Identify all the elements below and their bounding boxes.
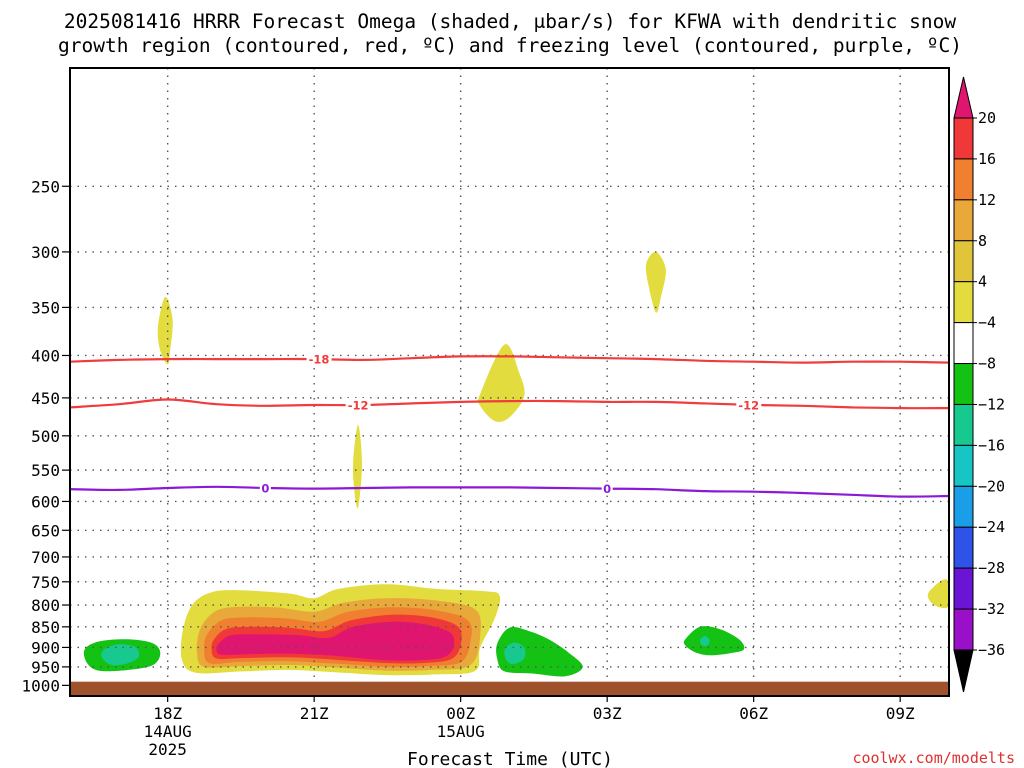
ytick-label-1000: 1000 bbox=[21, 676, 60, 695]
colorbar-box-5 bbox=[953, 281, 974, 324]
ytick-label-800: 800 bbox=[31, 596, 60, 615]
xtick-date-18Z: 14AUG bbox=[144, 722, 192, 741]
omega-region-14 bbox=[683, 626, 745, 656]
ytick-label-250: 250 bbox=[31, 177, 60, 196]
ytick-label-950: 950 bbox=[31, 658, 60, 677]
ytick-label-600: 600 bbox=[31, 492, 60, 511]
colorbar-label-0: 20 bbox=[978, 109, 996, 127]
contour-line-0 bbox=[69, 355, 950, 364]
xtick-date-00Z: 15AUG bbox=[437, 722, 485, 741]
colorbar-label-9: −20 bbox=[978, 477, 1005, 495]
contour-label-bg-0-0 bbox=[306, 352, 332, 367]
omega-region-2 bbox=[477, 344, 525, 422]
colorbar-label-11: −28 bbox=[978, 559, 1005, 577]
omega-region-3 bbox=[645, 251, 666, 313]
contour-label-2-1: 0 bbox=[603, 482, 611, 496]
chart-title-line-2: growth region (contoured, red, ºC) and f… bbox=[58, 34, 962, 57]
ytick-label-750: 750 bbox=[31, 573, 60, 592]
colorbar-label-8: −16 bbox=[978, 436, 1005, 454]
contour-label-1-1: -12 bbox=[738, 399, 759, 413]
ytick-label-650: 650 bbox=[31, 521, 60, 540]
colorbar-box-11 bbox=[953, 526, 974, 569]
colorbar-label-3: 8 bbox=[978, 232, 987, 250]
colorbar-label-7: −12 bbox=[978, 395, 1005, 413]
colorbar-label-5: −4 bbox=[978, 314, 996, 332]
colorbar-box-10 bbox=[953, 485, 974, 528]
colorbar-label-6: −8 bbox=[978, 355, 996, 373]
omega-region-9 bbox=[216, 621, 455, 661]
colorbar-box-7 bbox=[953, 363, 974, 405]
colorbar-box-13 bbox=[953, 608, 974, 651]
contour-line-1 bbox=[69, 398, 950, 410]
colorbar-box-8 bbox=[953, 403, 974, 446]
colorbar: 20 16 12 8 4 −4 −8 −12 −16 −20 −24 −28 −32 −36 bbox=[953, 76, 1005, 693]
omega-region-12 bbox=[496, 627, 583, 677]
contour-label-bg-2-0 bbox=[259, 481, 271, 496]
contour-label-bg-2-1 bbox=[601, 481, 613, 496]
x-axis-label: Forecast Time (UTC) bbox=[407, 749, 613, 768]
colorbar-bottom-arrow bbox=[953, 649, 974, 693]
colorbar-label-12: −32 bbox=[978, 600, 1005, 618]
colorbar-box-1 bbox=[953, 117, 974, 160]
contour-label-bg-1-0 bbox=[345, 398, 371, 413]
ytick-label-300: 300 bbox=[31, 243, 60, 262]
xtick-label-03Z: 03Z bbox=[593, 704, 622, 723]
omega-region-0 bbox=[157, 296, 173, 365]
contour-label-0-0: -18 bbox=[309, 353, 330, 367]
xtick-year-18Z: 2025 bbox=[148, 740, 187, 759]
omega-region-11 bbox=[101, 644, 140, 666]
colorbar-box-3 bbox=[953, 199, 974, 242]
contour-line-2 bbox=[69, 485, 950, 498]
ytick-label-700: 700 bbox=[31, 548, 60, 567]
xtick-label-00Z: 00Z bbox=[446, 704, 475, 723]
xtick-label-09Z: 09Z bbox=[886, 704, 915, 723]
xtick-label-06Z: 06Z bbox=[739, 704, 768, 723]
colorbar-label-2: 12 bbox=[978, 191, 996, 209]
colorbar-box-6 bbox=[953, 322, 974, 365]
colorbar-label-1: 16 bbox=[978, 150, 996, 168]
ytick-label-550: 550 bbox=[31, 461, 60, 480]
ytick-label-850: 850 bbox=[31, 618, 60, 637]
temperature-contours: -18 -12 -12 0 0 bbox=[69, 352, 950, 498]
colorbar-box-2 bbox=[953, 158, 974, 201]
credit-text: coolwx.com/modelts bbox=[852, 749, 1015, 767]
colorbar-label-13: −36 bbox=[978, 641, 1005, 659]
contour-label-2-0: 0 bbox=[261, 482, 269, 496]
xtick-label-21Z: 21Z bbox=[300, 704, 329, 723]
contour-label-bg-1-1 bbox=[736, 398, 762, 413]
ytick-label-350: 350 bbox=[31, 298, 60, 317]
ytick-label-400: 400 bbox=[31, 346, 60, 365]
pressure-axis: 2503003504004505005506006507007508008509… bbox=[21, 177, 70, 695]
contour-label-1-0: -12 bbox=[348, 399, 369, 413]
colorbar-box-12 bbox=[953, 567, 974, 610]
colorbar-label-10: −24 bbox=[978, 518, 1005, 536]
omega-region-15 bbox=[699, 636, 710, 647]
ytick-label-500: 500 bbox=[31, 427, 60, 446]
colorbar-box-9 bbox=[953, 444, 974, 487]
chart-title-line-1: 2025081416 HRRR Forecast Omega (shaded, … bbox=[64, 10, 956, 33]
colorbar-label-4: 4 bbox=[978, 273, 987, 291]
plot-frame bbox=[69, 67, 950, 697]
omega-region-4 bbox=[927, 579, 950, 609]
ytick-label-900: 900 bbox=[31, 638, 60, 657]
ytick-label-450: 450 bbox=[31, 389, 60, 408]
omega-shading bbox=[83, 251, 950, 677]
xtick-label-18Z: 18Z bbox=[153, 704, 182, 723]
colorbar-box-4 bbox=[953, 240, 974, 283]
ground-surface bbox=[71, 681, 948, 695]
colorbar-top-arrow bbox=[953, 76, 974, 119]
